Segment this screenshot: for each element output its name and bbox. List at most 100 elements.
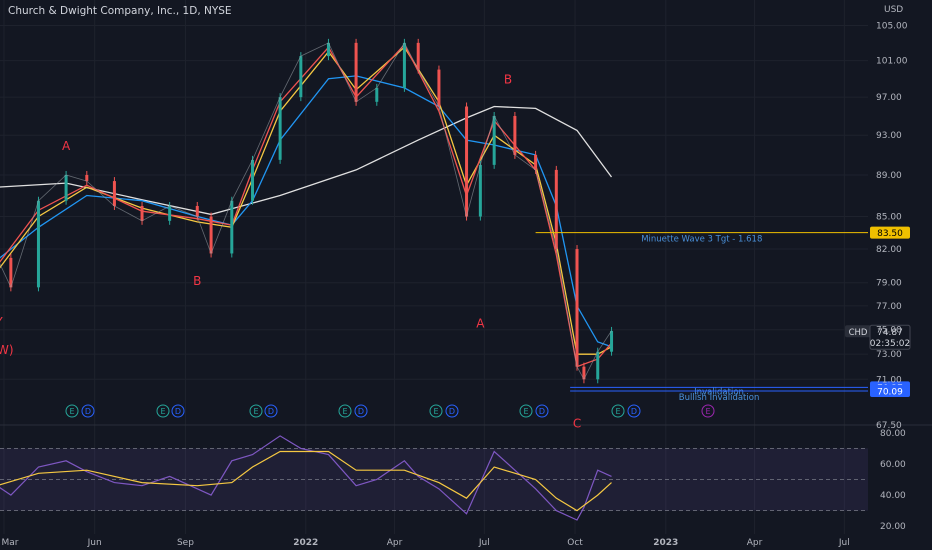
candle-body (195, 205, 199, 217)
last-price: 74.87 (877, 328, 903, 338)
time-tick-label: 2022 (293, 538, 318, 548)
candle-body (230, 200, 234, 254)
candle-body (64, 174, 68, 201)
event-marker (264, 404, 278, 418)
bar-countdown: 02:35:02 (870, 339, 910, 349)
time-tick-label: Jun (87, 538, 102, 548)
candle-body (492, 115, 496, 165)
candle-body (9, 257, 13, 288)
event-letter: D (358, 407, 364, 416)
candle-body (437, 69, 441, 107)
price-tick-label: 97.00 (876, 93, 902, 103)
candle-body (140, 205, 144, 221)
rsi-tick-label: 40.00 (880, 491, 906, 501)
level-label: Invalidation (694, 387, 744, 397)
price-tick-label: 77.00 (876, 302, 902, 312)
price-tag: 70.09 (877, 387, 903, 397)
price-tick-label: 75.00 (876, 326, 902, 336)
candle-body (85, 174, 89, 182)
ma-long-line (0, 105, 613, 216)
candle-body (375, 87, 379, 102)
event-letter: E (253, 407, 258, 416)
price-tag-bg (870, 384, 910, 397)
event-marker (338, 404, 352, 418)
candle-body (402, 42, 406, 88)
event-marker (354, 404, 368, 418)
event-marker (156, 404, 170, 418)
time-tick-label: 2023 (653, 538, 678, 548)
event-letter: E (160, 407, 165, 416)
candle-body (416, 42, 420, 70)
event-letter: E (705, 407, 710, 416)
event-letter: E (615, 407, 620, 416)
price-tick-label: 82.00 (876, 245, 902, 255)
time-tick-label: Jul (838, 538, 850, 548)
time-tick-label: Oct (567, 538, 583, 548)
candle-body (596, 351, 600, 380)
candle-body (582, 366, 586, 380)
rsi-ma-line (0, 450, 612, 512)
price-tag: 83.50 (877, 229, 903, 239)
time-tick-label: Sep (177, 538, 194, 548)
price-candles (9, 38, 614, 384)
candle-body (112, 181, 116, 206)
level-label: Minuette Wave 3 Tgt - 1.618 (641, 235, 762, 245)
wave-label: A (62, 139, 71, 153)
price-tick-label: 79.00 (876, 279, 902, 289)
event-letter: E (433, 407, 438, 416)
candle-body (209, 216, 213, 254)
candle-body (278, 97, 282, 160)
wave-label: A (476, 316, 485, 330)
candle-body (554, 169, 558, 250)
candle-body (299, 56, 303, 98)
event-marker (519, 404, 533, 418)
currency-label: USD (884, 5, 903, 15)
symbol-tag-bg (845, 325, 871, 338)
price-tag-bg (870, 226, 910, 239)
price-tick-label: 71.00 (876, 375, 902, 385)
event-marker (81, 404, 95, 418)
event-marker (65, 404, 79, 418)
time-tick-label: Mar (2, 538, 19, 548)
event-marker (171, 404, 185, 418)
price-tick-label: 89.00 (876, 171, 902, 181)
price-tick-label: 73.00 (876, 350, 902, 360)
event-marker (249, 404, 263, 418)
rsi-tick-label: 60.00 (880, 460, 906, 470)
wave-label: C (573, 417, 581, 431)
time-tick-label: Apr (747, 538, 763, 548)
candle-body (354, 42, 358, 102)
price-tick-label: 93.00 (876, 131, 902, 141)
candle-body (326, 42, 330, 57)
rsi-tick-label: 20.00 (880, 522, 906, 532)
event-letter: D (539, 407, 545, 416)
event-letter: D (268, 407, 274, 416)
chart-title: Church & Dwight Company, Inc., 1D, NYSE (8, 5, 232, 17)
wave-label: Y (0, 315, 3, 329)
event-letter: D (631, 407, 637, 416)
wave-label: B (504, 72, 512, 86)
price-tick-label: 105.00 (876, 21, 908, 31)
symbol-tag: CHD (849, 328, 868, 338)
level-label: Bullish Invalidation (679, 393, 760, 403)
event-letter: D (175, 407, 181, 416)
event-marker (429, 404, 443, 418)
time-tick-label: Jul (478, 538, 490, 548)
price-line (0, 42, 612, 381)
event-marker (535, 404, 549, 418)
event-letter: D (85, 407, 91, 416)
time-tick-label: Apr (387, 538, 403, 548)
candle-body (465, 106, 469, 217)
candle-body (610, 330, 614, 352)
candle-body (534, 154, 538, 170)
candle-body (36, 200, 40, 288)
last-price-bg (869, 324, 911, 350)
candle-body (575, 249, 579, 367)
price-tick-label: 85.00 (876, 213, 902, 223)
event-marker (445, 404, 459, 418)
event-marker (627, 404, 641, 418)
wave-label: (W) (0, 343, 14, 357)
rsi-tick-label: 80.00 (880, 429, 906, 439)
